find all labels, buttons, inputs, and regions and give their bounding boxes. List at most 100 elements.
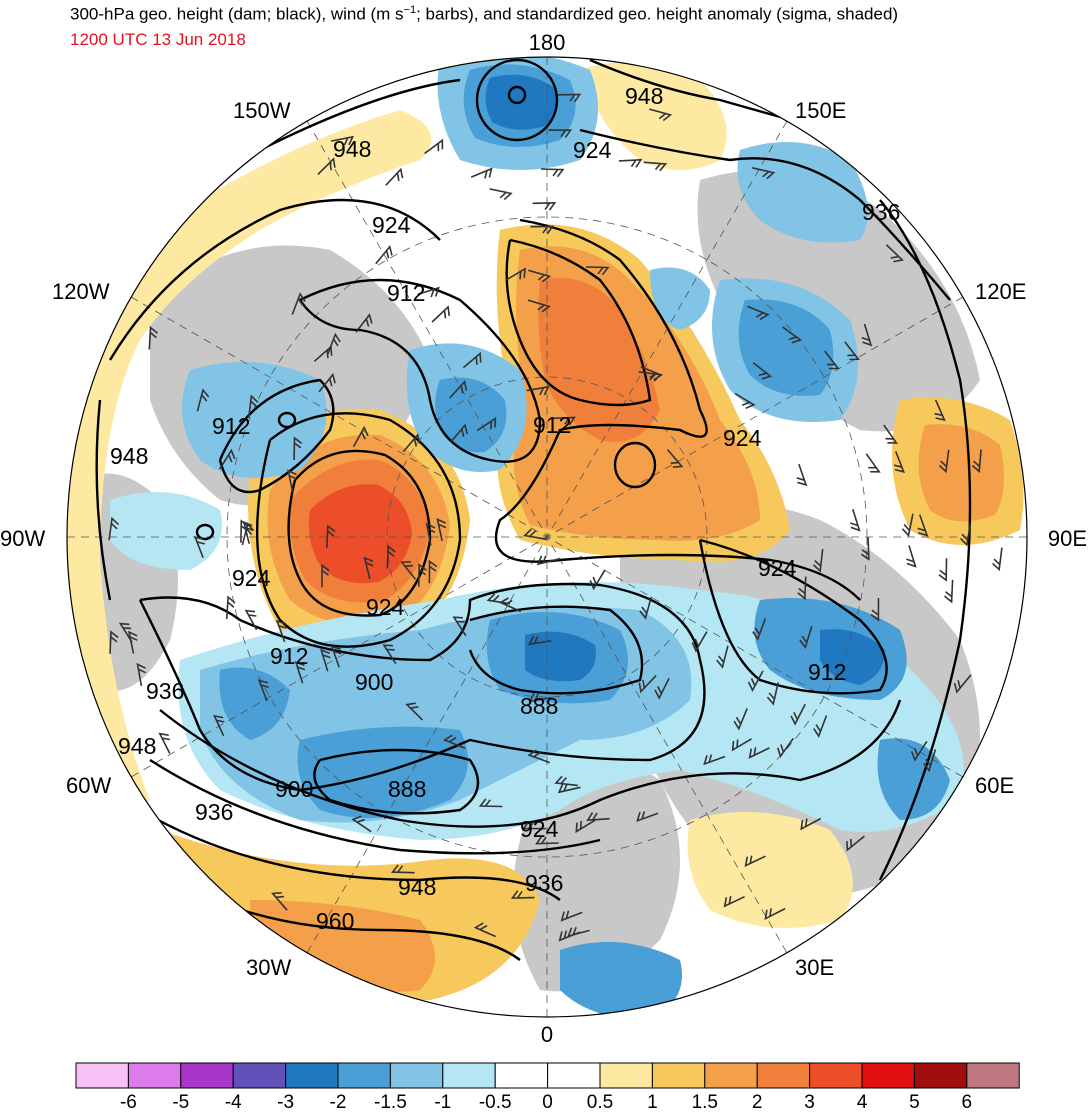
wind-barb: [850, 509, 861, 532]
wind-barb: [400, 561, 417, 580]
wind-barb: [790, 703, 806, 726]
wind-barb: [473, 922, 496, 938]
wind-barb: [557, 783, 581, 794]
wind-barb: [523, 528, 547, 541]
wind-barb: [476, 416, 497, 432]
colorbar-box: [547, 1062, 601, 1089]
wind-barb: [813, 715, 828, 738]
contour-label: 900: [275, 776, 313, 802]
wind-barb: [901, 513, 914, 538]
wind-barb: [442, 734, 466, 750]
contour-label: 936: [862, 199, 900, 225]
wind-barb: [744, 855, 766, 867]
wind-barb: [640, 366, 664, 381]
colorbar-tick-label: -2: [330, 1092, 347, 1112]
wind-barb: [923, 749, 937, 773]
wind-barb: [452, 616, 467, 637]
valid-time: 1200 UTC 13 Jun 2018: [70, 30, 246, 49]
contour-label: 936: [195, 799, 233, 825]
colorbar-box: [651, 1062, 706, 1089]
wind-barb: [917, 514, 929, 537]
wind-barb: [782, 326, 803, 344]
colorbar-tick-label: -1.5: [374, 1092, 407, 1112]
colorbar-tick-label: 1: [647, 1092, 658, 1112]
wind-barb: [666, 449, 684, 468]
wind-barb: [355, 313, 373, 333]
wind-barb: [386, 544, 396, 569]
wind-barb: [505, 267, 526, 281]
colorbar-tick-label: 6: [962, 1092, 973, 1112]
lon-label-90w: 90W: [0, 526, 45, 551]
wind-barb: [385, 167, 404, 186]
wind-barb: [716, 645, 729, 669]
wind-barb: [462, 351, 482, 369]
wind-barb: [824, 350, 840, 370]
wind-barb: [293, 436, 303, 461]
wind-barb: [747, 305, 770, 321]
wind-barb: [219, 448, 236, 470]
wind-barb: [526, 385, 550, 396]
wind-barb: [326, 332, 341, 356]
wind-barb: [747, 670, 764, 692]
wind-barb: [450, 423, 468, 443]
wind-barb: [589, 569, 606, 591]
wind-barb: [431, 305, 450, 323]
contour-labels: 948 924 936 948 924 912 912 948 912 924 …: [110, 83, 900, 934]
wind-barb: [417, 286, 440, 298]
height-contours: [67, 58, 972, 961]
contour-label: 936: [525, 870, 563, 896]
wind-barb: [953, 674, 972, 694]
wind-barb: [530, 225, 555, 235]
colorbar-tick-label: -1: [434, 1092, 451, 1112]
wind-barb: [723, 895, 745, 908]
wind-barb: [764, 907, 786, 921]
wind-barb: [510, 890, 535, 899]
lon-label-150e: 150E: [795, 98, 846, 123]
lon-label-30w: 30W: [246, 955, 291, 980]
wind-barb: [527, 299, 551, 313]
contour-label: 924: [758, 555, 797, 581]
contour-label: 888: [388, 776, 426, 802]
wind-barb: [906, 545, 917, 568]
positive-anomalies: [67, 62, 1024, 1002]
wind-barb: [733, 708, 748, 731]
contour-label: 948: [118, 733, 156, 759]
wind-barb: [540, 168, 565, 178]
lon-label-120e: 120E: [975, 279, 1026, 304]
colorbar-tick-label: -3: [277, 1092, 294, 1112]
colorbar-box: [599, 1062, 653, 1089]
wind-barb: [731, 738, 753, 752]
wind-barb: [247, 394, 259, 419]
wind-barb: [478, 798, 503, 808]
wind-barb: [317, 157, 336, 175]
colorbar-box: [861, 1062, 915, 1089]
wind-barb: [797, 576, 807, 601]
wind-barb: [527, 749, 551, 764]
wind-barb: [796, 463, 808, 487]
wind-barb: [870, 597, 880, 622]
wind-barb: [382, 644, 397, 665]
wind-barb: [148, 325, 159, 350]
wind-barb: [287, 469, 297, 493]
wind-barb: [321, 563, 330, 588]
wind-barb: [318, 372, 336, 393]
wind-barb: [992, 547, 1003, 572]
contour-label: 948: [625, 83, 663, 109]
colorbar-tick-label: 0: [542, 1092, 553, 1112]
wind-barb: [489, 188, 513, 201]
map-boundary: [66, 56, 1028, 1018]
wind-barb: [860, 537, 870, 561]
contour-label: 912: [212, 413, 250, 439]
wind-barb: [486, 593, 511, 605]
wind-barb: [528, 692, 552, 703]
wind-barb: [522, 820, 546, 830]
colorbar-box: [389, 1062, 444, 1089]
wind-barb: [548, 129, 573, 138]
wind-barb: [560, 910, 583, 922]
wind-barb: [428, 559, 438, 584]
colorbar-tick-label: 4: [857, 1092, 868, 1112]
lon-label-150w: 150W: [233, 98, 291, 123]
wind-barb: [557, 93, 582, 103]
wind-barb: [109, 630, 119, 654]
